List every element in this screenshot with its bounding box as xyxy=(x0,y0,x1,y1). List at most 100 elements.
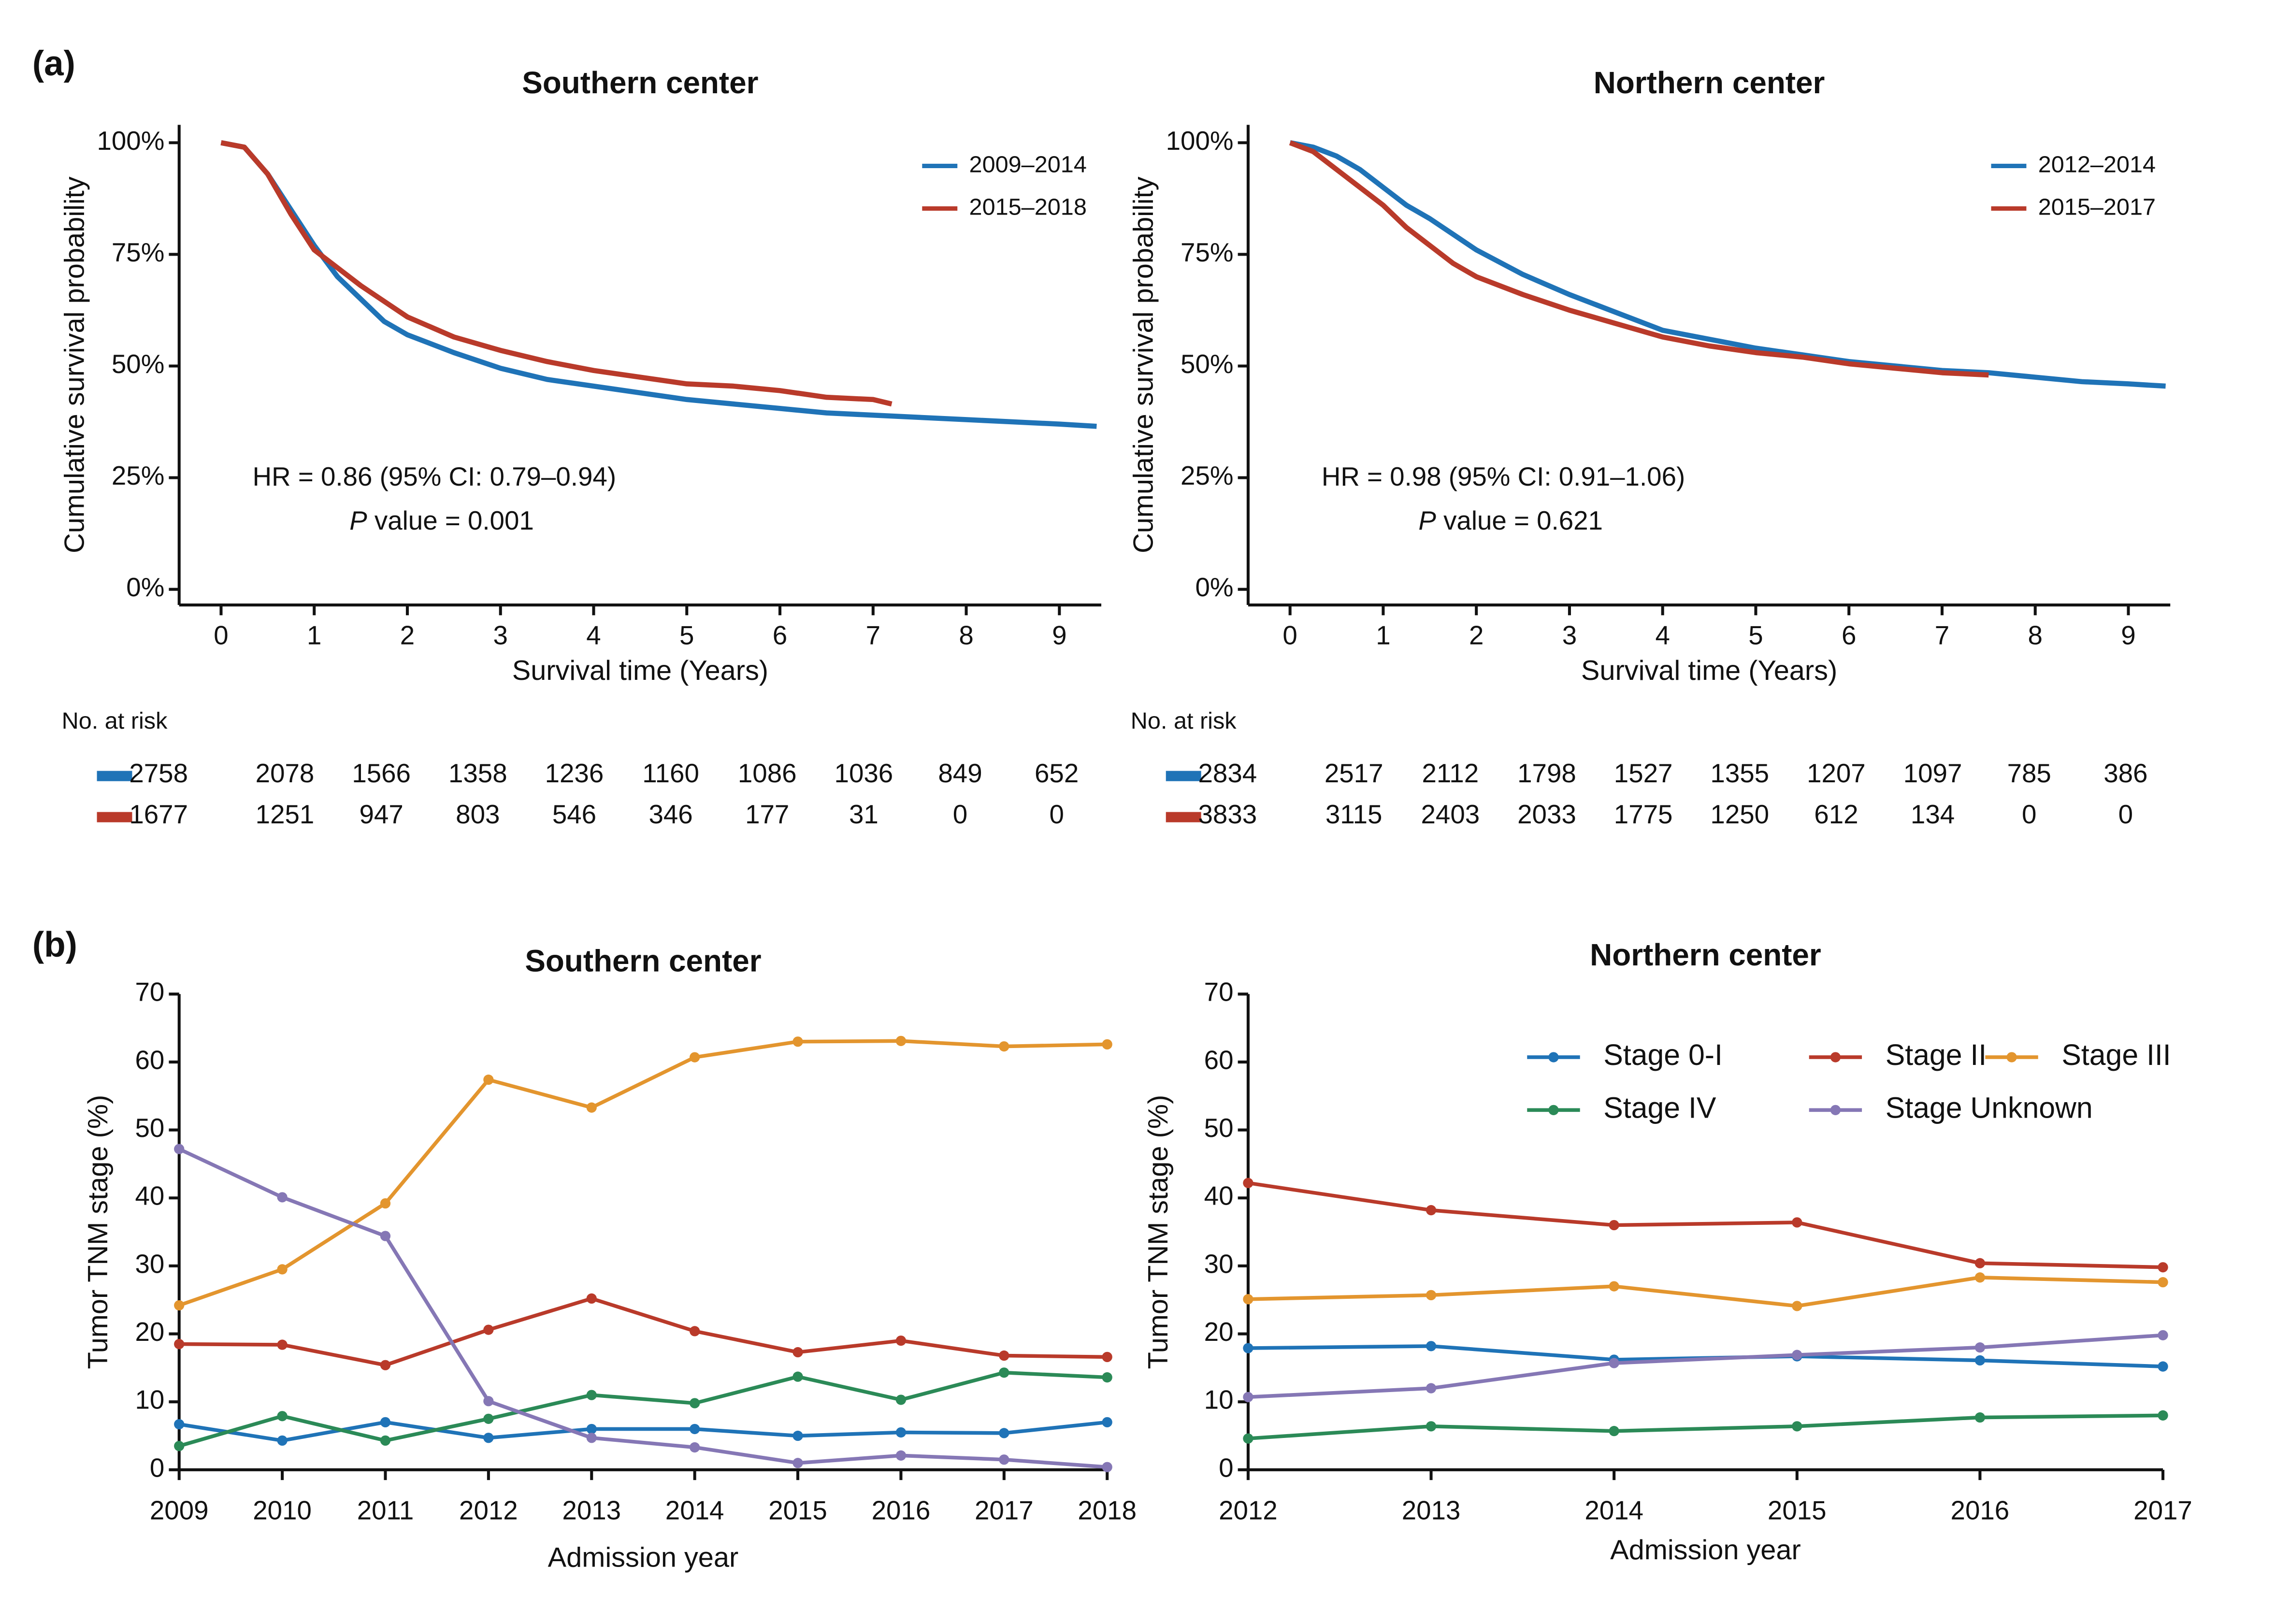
x-tick-label: 4 xyxy=(1655,620,1670,650)
y-tick-label: 100% xyxy=(1166,126,1234,156)
x-tick-label: 9 xyxy=(2121,620,2135,650)
chart-title: Southern center xyxy=(522,65,758,100)
point xyxy=(1426,1290,1437,1301)
point xyxy=(483,1074,494,1085)
annotation: HR = 0.86 (95% CI: 0.79–0.94) xyxy=(253,461,616,491)
x-axis-label: Admission year xyxy=(1610,1535,1801,1566)
x-tick-label: 2012 xyxy=(1219,1495,1278,1525)
x-tick-label: 1 xyxy=(307,620,321,650)
point xyxy=(792,1347,803,1358)
risk-count: 3833 xyxy=(1198,799,1257,829)
legend-label: Stage III xyxy=(2061,1038,2171,1071)
x-tick-label: 2013 xyxy=(1402,1495,1461,1525)
point xyxy=(999,1454,1009,1465)
x-tick-label: 8 xyxy=(959,620,973,650)
x-tick-label: 2 xyxy=(1469,620,1484,650)
risk-count: 1236 xyxy=(545,758,604,788)
point xyxy=(1792,1350,1802,1360)
point xyxy=(2158,1410,2168,1421)
y-tick-label: 60 xyxy=(135,1045,164,1075)
legend-label: 2015–2018 xyxy=(969,194,1087,220)
point xyxy=(2158,1330,2168,1340)
point xyxy=(895,1335,907,1346)
y-tick-label: 30 xyxy=(1204,1249,1234,1279)
annotation-text: value = 0.621 xyxy=(1443,505,1603,535)
point xyxy=(1974,1412,1986,1423)
risk-swatch xyxy=(97,771,132,781)
point xyxy=(483,1324,494,1335)
annotation: HR = 0.98 (95% CI: 0.91–1.06) xyxy=(1322,461,1685,491)
y-tick-label: 20 xyxy=(1204,1317,1234,1347)
series-line xyxy=(178,1147,1108,1469)
x-tick-label: 2016 xyxy=(1951,1495,2010,1525)
x-axis-label: Survival time (Years) xyxy=(512,655,768,686)
x-tick-label: 2017 xyxy=(975,1495,1034,1525)
risk-count: 546 xyxy=(552,799,596,829)
point xyxy=(1102,1372,1112,1383)
x-tick-label: 2016 xyxy=(872,1495,931,1525)
risk-count: 3115 xyxy=(1325,799,1383,829)
risk-count: 134 xyxy=(1911,799,1955,829)
point xyxy=(1426,1341,1437,1351)
series-line xyxy=(179,1296,1108,1367)
point xyxy=(1102,1462,1112,1472)
point xyxy=(277,1435,288,1446)
x-tick-label: 5 xyxy=(679,620,694,650)
x-tick-label: 2015 xyxy=(1768,1495,1827,1525)
point xyxy=(277,1264,288,1275)
legend-swatch xyxy=(1548,1052,1559,1063)
point xyxy=(1974,1272,1986,1283)
point xyxy=(895,1035,907,1046)
risk-swatch xyxy=(1166,812,1201,822)
risk-count: 1097 xyxy=(1903,758,1962,788)
series-line xyxy=(1289,140,1989,378)
point xyxy=(1609,1281,1619,1292)
risk-count: 2078 xyxy=(256,758,315,788)
x-tick-label: 2017 xyxy=(2133,1495,2192,1525)
point xyxy=(999,1367,1009,1378)
x-tick-label: 2 xyxy=(400,620,415,650)
x-tick-label: 7 xyxy=(1935,620,1949,650)
risk-count: 803 xyxy=(456,799,500,829)
point xyxy=(174,1339,185,1350)
x-tick-label: 5 xyxy=(1748,620,1763,650)
series-line xyxy=(220,140,1097,429)
y-axis-label: Cumulative survival probability xyxy=(59,176,90,553)
risk-count: 1160 xyxy=(642,758,699,788)
annotation-italic: P xyxy=(349,505,367,535)
point xyxy=(895,1394,907,1405)
y-tick-label: 20 xyxy=(135,1317,164,1347)
chart-title: Northern center xyxy=(1590,937,1821,972)
risk-count: 947 xyxy=(360,799,403,829)
y-tick-label: 10 xyxy=(1204,1385,1234,1415)
series-line xyxy=(220,140,893,407)
y-tick-label: 75% xyxy=(1181,237,1233,267)
point xyxy=(1243,1178,1253,1188)
point xyxy=(1102,1039,1112,1050)
annotation-text: value = 0.001 xyxy=(375,505,534,535)
risk-count: 1358 xyxy=(448,758,507,788)
legend-label: 2015–2017 xyxy=(2038,194,2156,220)
legend-swatch xyxy=(1830,1105,1841,1115)
point xyxy=(174,1144,185,1154)
point xyxy=(1243,1392,1253,1402)
series-line xyxy=(1289,140,2166,389)
risk-count: 1036 xyxy=(835,758,893,788)
annotation-italic: P xyxy=(1418,505,1436,535)
legend-label: Stage 0-I xyxy=(1603,1038,1723,1071)
risk-count: 1251 xyxy=(256,799,315,829)
legend-swatch xyxy=(2006,1052,2017,1063)
point xyxy=(1102,1417,1112,1428)
y-tick-label: 50 xyxy=(135,1113,164,1143)
risk-table-title: No. at risk xyxy=(62,708,168,734)
series-line xyxy=(1248,1333,2163,1399)
x-tick-label: 6 xyxy=(1842,620,1856,650)
risk-count: 652 xyxy=(1035,758,1079,788)
point xyxy=(1792,1301,1802,1311)
point xyxy=(586,1390,597,1400)
point xyxy=(174,1440,185,1452)
y-tick-label: 40 xyxy=(1204,1181,1234,1211)
y-tick-label: 70 xyxy=(1204,977,1234,1007)
